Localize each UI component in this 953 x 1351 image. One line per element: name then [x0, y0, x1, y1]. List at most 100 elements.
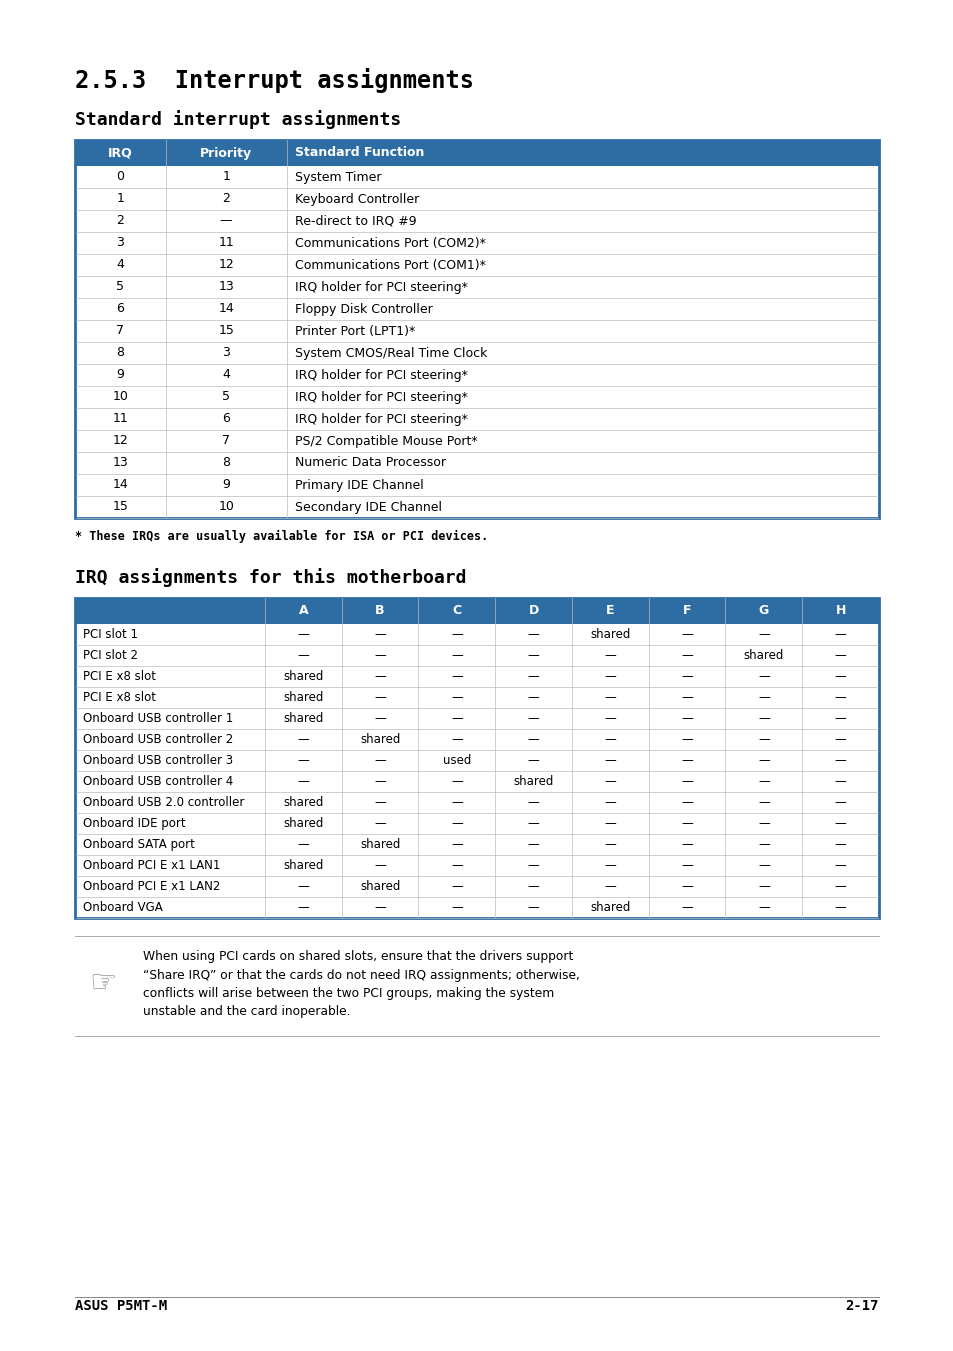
Text: Onboard USB 2.0 controller: Onboard USB 2.0 controller: [83, 796, 244, 809]
Text: —: —: [758, 734, 769, 746]
Text: —: —: [297, 648, 309, 662]
Text: shared: shared: [359, 838, 400, 851]
Text: PS/2 Compatible Mouse Port*: PS/2 Compatible Mouse Port*: [294, 435, 476, 447]
Text: —: —: [451, 670, 462, 684]
Text: —: —: [758, 690, 769, 704]
Text: —: —: [680, 734, 692, 746]
Text: —: —: [374, 670, 386, 684]
Text: —: —: [680, 838, 692, 851]
Text: Onboard PCI E x1 LAN1: Onboard PCI E x1 LAN1: [83, 859, 220, 871]
Text: —: —: [680, 670, 692, 684]
Text: E: E: [605, 604, 614, 617]
Text: shared: shared: [359, 880, 400, 893]
Text: —: —: [834, 648, 845, 662]
Text: —: —: [527, 628, 539, 640]
Text: IRQ: IRQ: [108, 146, 132, 159]
Text: —: —: [680, 859, 692, 871]
Text: —: —: [527, 838, 539, 851]
Text: Primary IDE Channel: Primary IDE Channel: [294, 478, 423, 492]
Text: —: —: [758, 628, 769, 640]
Text: Numeric Data Processor: Numeric Data Processor: [294, 457, 445, 470]
Text: —: —: [680, 712, 692, 725]
Text: shared: shared: [283, 712, 323, 725]
Text: —: —: [374, 648, 386, 662]
Text: —: —: [834, 901, 845, 915]
Text: —: —: [758, 670, 769, 684]
Text: —: —: [604, 754, 616, 767]
Text: Standard interrupt assignments: Standard interrupt assignments: [75, 109, 401, 128]
Text: —: —: [297, 734, 309, 746]
Text: —: —: [297, 901, 309, 915]
Text: —: —: [451, 775, 462, 788]
Text: —: —: [834, 775, 845, 788]
Text: Printer Port (LPT1)*: Printer Port (LPT1)*: [294, 324, 415, 338]
Text: IRQ holder for PCI steering*: IRQ holder for PCI steering*: [294, 281, 467, 293]
Text: PCI E x8 slot: PCI E x8 slot: [83, 670, 156, 684]
Text: F: F: [682, 604, 691, 617]
Text: shared: shared: [283, 670, 323, 684]
Text: ☞: ☞: [90, 970, 116, 998]
Text: PCI E x8 slot: PCI E x8 slot: [83, 690, 156, 704]
Text: —: —: [527, 670, 539, 684]
Text: —: —: [758, 838, 769, 851]
Text: 1: 1: [116, 192, 124, 205]
Text: Onboard IDE port: Onboard IDE port: [83, 817, 186, 830]
Text: Keyboard Controller: Keyboard Controller: [294, 192, 418, 205]
Text: —: —: [451, 901, 462, 915]
Text: B: B: [375, 604, 384, 617]
Text: 15: 15: [218, 324, 233, 338]
Text: shared: shared: [590, 901, 630, 915]
Text: 2.5.3  Interrupt assignments: 2.5.3 Interrupt assignments: [75, 68, 474, 93]
Text: —: —: [297, 628, 309, 640]
Text: 14: 14: [218, 303, 233, 316]
Text: —: —: [604, 670, 616, 684]
Text: 6: 6: [222, 412, 230, 426]
Text: 8: 8: [116, 346, 124, 359]
Text: 14: 14: [112, 478, 128, 492]
Text: —: —: [604, 775, 616, 788]
Text: —: —: [297, 838, 309, 851]
Text: 8: 8: [222, 457, 230, 470]
Text: —: —: [758, 817, 769, 830]
Text: —: —: [604, 880, 616, 893]
Text: ASUS P5MT-M: ASUS P5MT-M: [75, 1300, 167, 1313]
Text: —: —: [527, 734, 539, 746]
Text: 11: 11: [218, 236, 233, 250]
Text: H: H: [835, 604, 845, 617]
Text: 5: 5: [116, 281, 124, 293]
Text: —: —: [374, 859, 386, 871]
Text: 9: 9: [222, 478, 230, 492]
Text: Onboard SATA port: Onboard SATA port: [83, 838, 194, 851]
Text: —: —: [758, 754, 769, 767]
Text: —: —: [527, 901, 539, 915]
Text: 15: 15: [112, 500, 128, 513]
Text: —: —: [604, 648, 616, 662]
Text: —: —: [834, 796, 845, 809]
Text: —: —: [527, 754, 539, 767]
Text: —: —: [604, 734, 616, 746]
Text: —: —: [527, 796, 539, 809]
Text: 7: 7: [222, 435, 230, 447]
Text: —: —: [834, 859, 845, 871]
Text: PCI slot 2: PCI slot 2: [83, 648, 138, 662]
Text: 4: 4: [116, 258, 124, 272]
Text: —: —: [834, 880, 845, 893]
Text: —: —: [374, 690, 386, 704]
Text: —: —: [297, 754, 309, 767]
Text: —: —: [451, 648, 462, 662]
Text: —: —: [680, 817, 692, 830]
Text: Communications Port (COM1)*: Communications Port (COM1)*: [294, 258, 485, 272]
Text: 12: 12: [218, 258, 233, 272]
Text: —: —: [374, 796, 386, 809]
Text: 3: 3: [222, 346, 230, 359]
Text: —: —: [834, 817, 845, 830]
Text: —: —: [604, 838, 616, 851]
Text: 3: 3: [116, 236, 124, 250]
Text: 11: 11: [112, 412, 128, 426]
Text: System CMOS/Real Time Clock: System CMOS/Real Time Clock: [294, 346, 486, 359]
Text: —: —: [527, 817, 539, 830]
Text: D: D: [528, 604, 538, 617]
Text: —: —: [680, 690, 692, 704]
Text: —: —: [834, 670, 845, 684]
Text: —: —: [758, 796, 769, 809]
